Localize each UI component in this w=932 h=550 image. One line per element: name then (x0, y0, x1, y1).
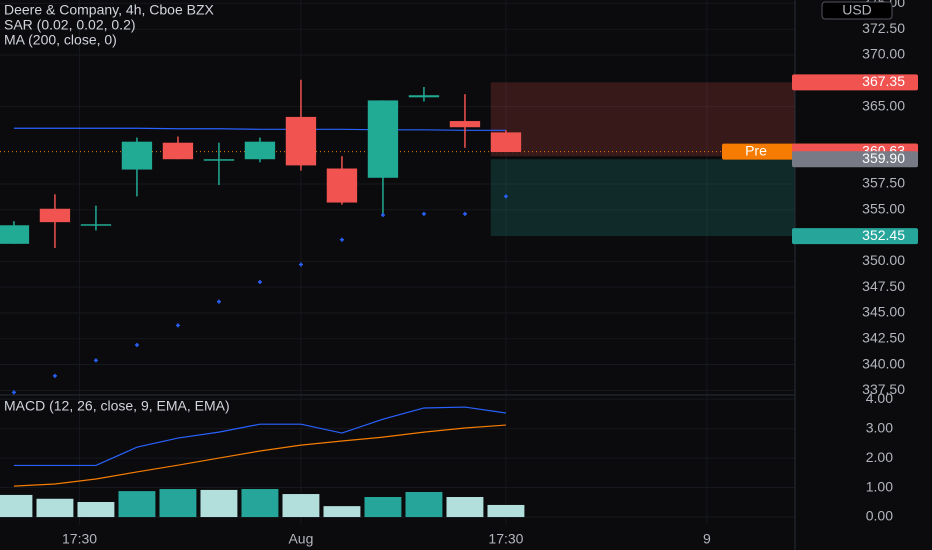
sar-dot (216, 299, 221, 304)
y-tick-label: 365.00 (862, 97, 905, 113)
sar-dot (462, 211, 467, 216)
sar-dot (257, 280, 262, 285)
candle-body (203, 159, 235, 161)
y-tick-label: 347.50 (862, 278, 905, 294)
histogram-bar (159, 489, 197, 518)
sar-dot (175, 323, 180, 328)
candle-body (39, 208, 71, 223)
x-tick-label: 17:30 (488, 531, 523, 547)
y-tick-label: 357.50 (862, 175, 905, 191)
y-tick-label: 355.00 (862, 200, 905, 216)
candle-body (408, 95, 440, 98)
sar-dot (380, 212, 385, 217)
indicator-label: MACD (12, 26, close, 9, EMA, EMA) (4, 398, 230, 414)
histogram-bar (0, 494, 33, 518)
histogram-bar (487, 504, 525, 518)
y-tick-label: 2.00 (866, 449, 893, 465)
histogram-bar (364, 496, 402, 518)
sar-dot (339, 237, 344, 242)
ma-line (13, 127, 506, 131)
target-zone (490, 159, 795, 237)
y-tick-label: 340.00 (862, 355, 905, 371)
candle-body (80, 224, 112, 226)
histogram-bar (405, 491, 443, 518)
macd-line (13, 406, 507, 467)
currency-box[interactable] (821, 1, 893, 20)
y-tick-label: 0.00 (866, 508, 893, 524)
candle-body (285, 116, 317, 166)
y-tick-label: 3.00 (866, 419, 893, 435)
histogram-bar (282, 494, 320, 518)
currency[interactable]: USD (842, 2, 872, 18)
price-label-tag: Pre (745, 142, 767, 158)
candle-body (367, 100, 399, 178)
y-tick-label: 372.50 (862, 20, 905, 36)
indicator-label: SAR (0.02, 0.02, 0.2) (4, 17, 136, 33)
x-tick-label: 17:30 (62, 531, 97, 547)
histogram-bar (77, 502, 115, 518)
x-tick-label: 9 (703, 531, 711, 547)
y-tick-label: 350.00 (862, 252, 905, 268)
sar-dot (421, 211, 426, 216)
sar-dot (93, 358, 98, 363)
y-tick-label: 345.00 (862, 304, 905, 320)
candle-body (326, 168, 358, 203)
y-tick-label: 4.00 (866, 390, 893, 406)
candle-body (449, 121, 481, 128)
chart-title: Deere & Company, 4h, Cboe BZX (4, 2, 215, 18)
sar-dot (52, 373, 57, 378)
x-tick-label: Aug (288, 531, 313, 547)
y-tick-label: 342.50 (862, 329, 905, 345)
y-tick-label: 1.00 (866, 478, 893, 494)
y-tick-label: 370.00 (862, 46, 905, 62)
candle-body (121, 141, 153, 170)
sar-dot (503, 194, 508, 199)
candle-body (0, 225, 30, 244)
histogram-bar (446, 496, 484, 518)
price-label-box (792, 74, 918, 91)
candle-body (490, 132, 522, 152)
histogram-bar (323, 506, 361, 518)
price-label: 367.35 (862, 73, 905, 89)
histogram-bar (241, 489, 279, 518)
axes: 337.50 340.00 342.50 345.00 347.50 350.00 355.… (62, 0, 918, 547)
y-tick-label: 337.50 (862, 381, 905, 397)
candle-body (244, 141, 276, 160)
sar-dot (11, 390, 16, 395)
histogram-bar (118, 491, 156, 518)
plot (0, 79, 795, 518)
price-label-box (792, 151, 918, 168)
histogram-bar (200, 489, 238, 518)
macd-line (13, 424, 506, 487)
price-label: 359.90 (862, 150, 905, 166)
indicator-label: MA (200, close, 0) (4, 32, 117, 48)
candle-body (162, 142, 194, 160)
price-label-box (792, 228, 918, 245)
sar-dot (298, 262, 303, 267)
grid (0, 0, 795, 525)
histogram-bar (36, 498, 74, 518)
price-label: 352.45 (862, 227, 905, 243)
sar-dot (134, 342, 139, 347)
